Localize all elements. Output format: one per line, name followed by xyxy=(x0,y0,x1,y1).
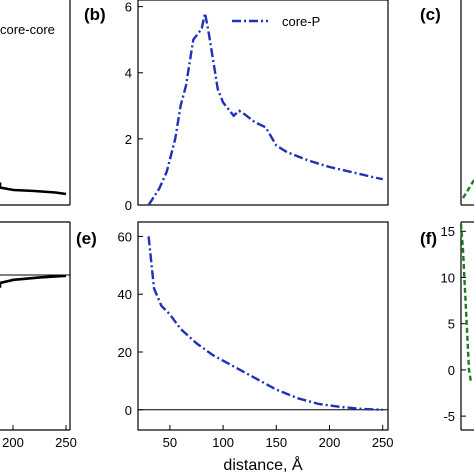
panel-f-ytick-label-10: 10 xyxy=(441,270,455,285)
panel-e-xtick-label-50: 50 xyxy=(163,435,177,450)
panel-b-ytick-label-2: 2 xyxy=(125,132,132,147)
panel-e-ytick-label-20: 20 xyxy=(118,345,132,360)
panel-f: (f) 15 10 5 0 -5 xyxy=(420,221,474,431)
panel-d-xtick-label-200: 200 xyxy=(2,435,24,450)
panel-d-line xyxy=(0,274,67,288)
panel-c: (c) xyxy=(420,0,474,206)
panel-b-ytick-label-6: 6 xyxy=(125,0,132,15)
panel-b-y-ticks: 0 2 4 6 xyxy=(125,0,143,213)
panel-c-label: (c) xyxy=(420,5,441,24)
panel-f-ytick-label-0: 0 xyxy=(448,363,455,378)
panel-b: (b) core-P 0 2 4 6 xyxy=(84,0,389,213)
panel-f-ytick-label-15: 15 xyxy=(441,224,455,239)
panel-e-xtick-label-250: 250 xyxy=(372,435,394,450)
panel-a-core-core-line xyxy=(0,182,67,196)
panel-e-ytick-label-0: 0 xyxy=(125,403,132,418)
panel-f-line-fragment xyxy=(459,223,473,383)
panel-e: (e) 0 20 40 60 50 100 150 200 250 xyxy=(76,221,394,450)
panel-a-legend-label: core-core xyxy=(0,22,55,37)
panel-c-line-fragment xyxy=(461,179,474,199)
panel-e-y-ticks: 0 20 40 60 xyxy=(118,229,143,418)
panel-e-label: (e) xyxy=(76,229,97,248)
panel-b-ytick-label-0: 0 xyxy=(125,198,132,213)
panel-b-ytick-label-4: 4 xyxy=(125,66,132,81)
panel-d: 200 250 xyxy=(0,221,77,450)
panel-b-legend-label: core-P xyxy=(282,14,320,29)
panel-e-xtick-label-100: 100 xyxy=(212,435,234,450)
panel-b-legend: core-P xyxy=(232,14,320,29)
panel-e-xtick-label-200: 200 xyxy=(319,435,341,450)
panel-e-ytick-label-40: 40 xyxy=(118,287,132,302)
panel-b-frame xyxy=(137,0,389,206)
x-axis-label: distance, Å xyxy=(223,455,302,474)
panel-a: core-core xyxy=(0,0,71,206)
panel-f-label: (f) xyxy=(420,229,437,248)
panel-b-core-p-line xyxy=(147,12,383,206)
panel-f-ytick-label-5: 5 xyxy=(448,317,455,332)
panel-f-y-ticks: 15 10 5 0 -5 xyxy=(441,224,466,424)
panel-e-ytick-label-60: 60 xyxy=(118,229,132,244)
panel-e-xtick-label-150: 150 xyxy=(265,435,287,450)
panel-d-xtick-label-250: 250 xyxy=(55,435,77,450)
panel-f-ytick-label--5: -5 xyxy=(443,409,455,424)
panel-e-frame xyxy=(137,221,389,431)
panel-e-x-ticks: 50 100 150 200 250 xyxy=(163,425,394,450)
panel-e-line xyxy=(147,236,383,411)
panel-b-label: (b) xyxy=(84,5,106,24)
